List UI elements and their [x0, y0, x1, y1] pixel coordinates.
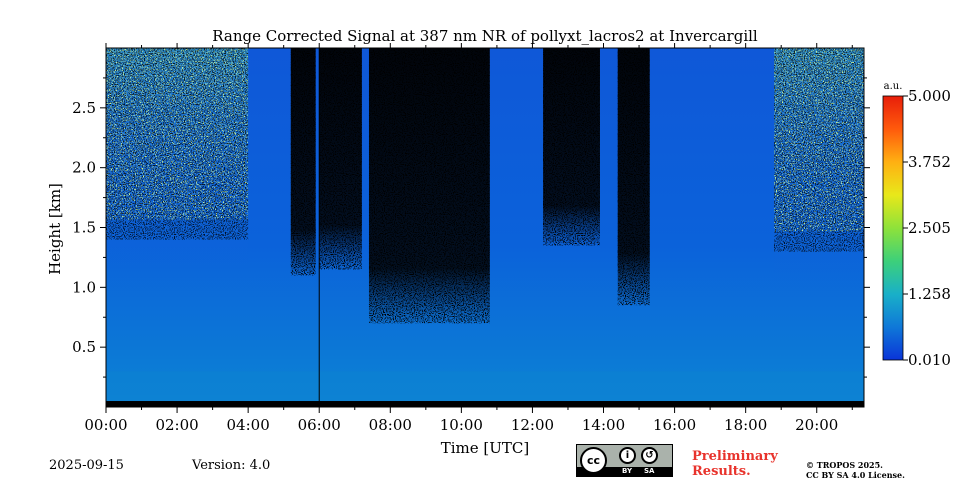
version-label: Version: 4.0 [192, 458, 271, 473]
y-axis: 0.5 1.0 1.5 2.0 2.5 [72, 77, 870, 378]
x-tick-label: 18:00 [724, 416, 767, 434]
x-tick-label: 08:00 [369, 416, 412, 434]
license-badge[interactable]: cc i ↺ BY SA [576, 444, 673, 477]
y-tick-label: 2.0 [72, 159, 96, 177]
cc-icon: cc [580, 447, 607, 474]
colorbar-tick-label: 3.752 [908, 153, 951, 171]
y-tick-label: 1.0 [72, 278, 96, 296]
dark-texture-2 [319, 48, 362, 270]
x-tick-label: 12:00 [511, 416, 554, 434]
dark-texture-5 [617, 48, 650, 306]
dark-texture-1 [290, 48, 316, 276]
x-axis-label: Time [UTC] [441, 439, 530, 457]
x-tick-label: 10:00 [440, 416, 483, 434]
attribution-icon: i [619, 447, 636, 464]
x-tick-label: 14:00 [582, 416, 625, 434]
colorbar-unit: a.u. [884, 81, 903, 92]
boundary-layer [106, 371, 864, 402]
x-tick-label: 16:00 [653, 416, 696, 434]
colorbar: a.u. 0.010 1.258 2.505 3.752 5.000 [882, 81, 951, 369]
share-alike-icon: ↺ [641, 447, 658, 464]
x-tick-label: 06:00 [298, 416, 341, 434]
noise-dots-6 [774, 48, 864, 252]
license-by-label: BY [622, 467, 633, 475]
x-tick-label: 02:00 [155, 416, 198, 434]
x-tick-label: 04:00 [227, 416, 270, 434]
license-badge-bar [577, 467, 672, 476]
x-axis: 00:00 02:00 04:00 06:00 08:00 10:00 12:00 14:00… [84, 43, 853, 434]
noise-dots-0 [106, 48, 249, 240]
colorbar-tick-label: 0.010 [908, 351, 951, 369]
copyright-notice: © TROPOS 2025. CC BY SA 4.0 License. [806, 460, 905, 480]
preliminary-line-1: Preliminary [692, 449, 778, 464]
y-tick-label: 2.5 [72, 99, 96, 117]
dark-texture-3 [368, 48, 490, 324]
colorbar-tick-label: 5.000 [908, 87, 951, 105]
preliminary-line-2: Results. [692, 464, 751, 479]
y-tick-label: 1.5 [72, 219, 96, 237]
x-tick-label: 00:00 [84, 416, 127, 434]
copyright-line-1: © TROPOS 2025. [806, 460, 883, 470]
x-tick-label: 20:00 [795, 416, 838, 434]
date-label: 2025-09-15 [49, 458, 124, 473]
colorbar-bar [882, 95, 904, 361]
preliminary-notice: Preliminary Results. [692, 449, 778, 479]
chart-title: Range Corrected Signal at 387 nm NR of p… [212, 27, 758, 45]
plot-area [106, 48, 864, 407]
y-tick-label: 0.5 [72, 338, 96, 356]
copyright-line-2: CC BY SA 4.0 License. [806, 470, 905, 480]
ground-band [106, 401, 864, 407]
license-sa-label: SA [644, 467, 655, 475]
colorbar-tick-label: 2.505 [908, 219, 951, 237]
y-axis-label: Height [km] [46, 183, 64, 275]
colorbar-tick-label: 1.258 [908, 285, 951, 303]
dark-texture-4 [543, 48, 600, 246]
